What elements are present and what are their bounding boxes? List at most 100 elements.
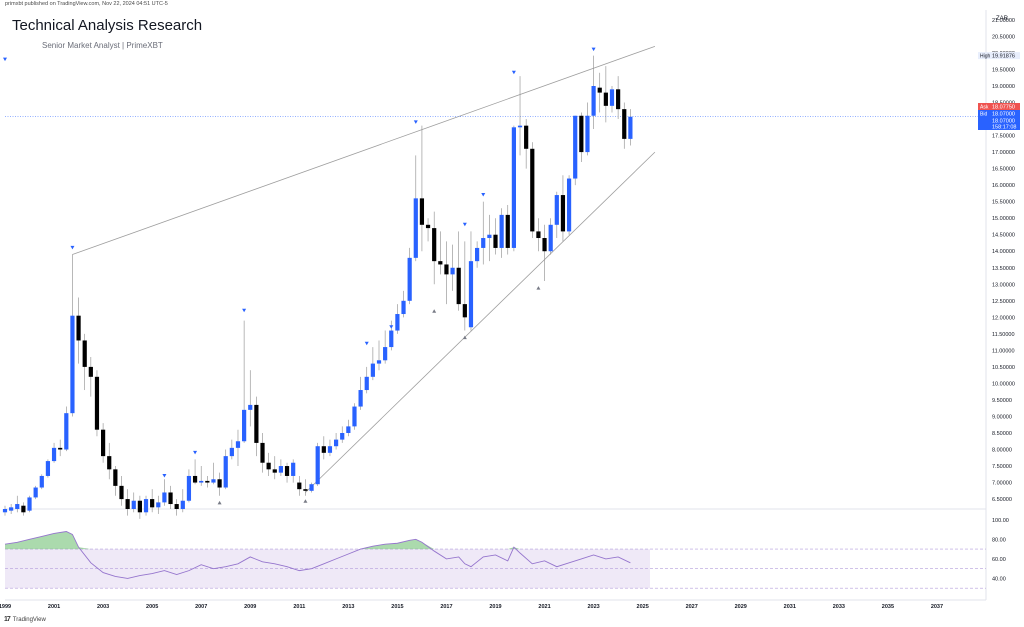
fractal-low-marker: [462, 335, 467, 340]
candle-up: [327, 446, 333, 453]
trendline: [305, 151, 656, 493]
candle-down: [284, 466, 290, 476]
candle-down: [493, 234, 498, 248]
candle-down: [444, 264, 449, 275]
fractal-high-marker: [591, 47, 596, 52]
candle-up: [487, 234, 492, 239]
candle-down: [82, 340, 87, 367]
currency-label: ZAR: [996, 16, 1009, 22]
tradingview-logo-icon: 17: [4, 616, 11, 623]
fractal-low-marker: [303, 499, 308, 503]
high-label-title: High: [980, 54, 991, 60]
candle-up: [585, 115, 590, 153]
y-tick-label: 6.50000: [992, 497, 1012, 503]
fractal-low-marker: [432, 309, 437, 313]
bid-label-value: 18.07000: [992, 112, 1015, 118]
candle-up: [156, 502, 161, 508]
fractal-high-marker: [364, 341, 369, 346]
candle-down: [101, 429, 106, 457]
candle-up: [364, 376, 369, 391]
countdown-label-value: 158:17:08: [992, 125, 1016, 131]
x-tick-label: 2037: [931, 604, 943, 610]
last-price-label-value: 18.07000: [992, 119, 1015, 125]
y-tick-label: 14.50000: [992, 233, 1015, 239]
x-tick-label: 2015: [391, 604, 403, 610]
candle-down: [254, 404, 259, 443]
y-tick-label: 9.00000: [992, 414, 1012, 420]
chart-subtitle: Senior Market Analyst | PrimeXBT: [42, 41, 163, 50]
footer-brand[interactable]: 17 TradingView: [4, 616, 46, 623]
candle-down: [419, 198, 425, 225]
candle-up: [358, 390, 363, 407]
candle-up: [180, 500, 185, 509]
trendlines: [5, 45, 986, 493]
y-tick-label: 10.00000: [992, 381, 1015, 387]
candle-up: [481, 238, 486, 248]
bid-label-title: Bid: [980, 112, 987, 118]
candle-up: [389, 330, 394, 348]
x-tick-label: 2027: [686, 604, 698, 610]
rsi-line: [4, 531, 631, 579]
candle-up: [370, 363, 375, 377]
rsi-tick-label: 60.00: [992, 557, 1006, 563]
x-tick-label: 2031: [784, 604, 796, 610]
bid-label-bg: [978, 110, 1020, 117]
candle-up: [548, 224, 553, 252]
fractal-high-marker: [193, 450, 198, 455]
candle-up: [33, 487, 38, 498]
candle-up: [242, 409, 247, 442]
candle-up: [9, 507, 14, 511]
fractal-high-marker: [3, 57, 7, 62]
candle-down: [321, 446, 326, 453]
candle-down: [425, 224, 431, 229]
rsi-tick-label: 80.00: [992, 537, 1006, 543]
x-tick-label: 2021: [538, 604, 550, 610]
candle-up: [450, 267, 455, 275]
fractal-high-marker: [389, 325, 394, 329]
candle-down: [119, 485, 124, 500]
y-tick-label: 17.00000: [992, 150, 1015, 156]
x-tick-label: 2005: [146, 604, 158, 610]
candle-up: [340, 432, 345, 440]
chart-title: Technical Analysis Research: [12, 17, 203, 34]
candle-up: [517, 125, 523, 128]
fractal-high-marker: [511, 70, 516, 75]
y-tick-label: 17.50000: [992, 134, 1015, 140]
candle-down: [603, 92, 608, 106]
y-tick-label: 11.00000: [992, 348, 1015, 354]
fractal-low-marker: [217, 500, 222, 505]
rsi-tick-label: 40.00: [992, 576, 1006, 582]
candle-up: [554, 195, 559, 225]
candle-up: [468, 261, 474, 328]
candle-down: [205, 480, 210, 483]
candle-down: [622, 109, 627, 139]
y-tick-label: 16.50000: [992, 167, 1015, 173]
candle-up: [413, 198, 418, 258]
candle-down: [560, 195, 566, 232]
rsi-tick-label: 100.00: [992, 518, 1009, 524]
x-tick-label: 1999: [0, 604, 11, 610]
candle-down: [76, 315, 81, 341]
high-label-bg: [978, 52, 1020, 60]
candle-up: [315, 446, 320, 485]
y-tick-label: 10.50000: [992, 365, 1015, 371]
candle-up: [291, 462, 296, 476]
high-label-value: 19.91876: [992, 54, 1015, 60]
candle-up: [223, 456, 228, 488]
candle-down: [88, 366, 93, 377]
fractal-high-marker: [162, 473, 167, 478]
candle-up: [333, 439, 339, 447]
candle-down: [456, 267, 461, 305]
candle-up: [628, 116, 633, 139]
candle-up: [248, 404, 253, 410]
y-tick-label: 20.50000: [992, 34, 1015, 40]
ask-label-value: 18.07750: [992, 105, 1015, 111]
fractal-low-marker: [536, 286, 541, 290]
candle-down: [524, 125, 529, 149]
ask-label-bg: [978, 103, 1020, 110]
candle-down: [137, 500, 142, 513]
y-tick-label: 7.50000: [992, 464, 1012, 470]
rsi-overbought-fill: [5, 531, 631, 550]
candle-down: [107, 456, 112, 470]
